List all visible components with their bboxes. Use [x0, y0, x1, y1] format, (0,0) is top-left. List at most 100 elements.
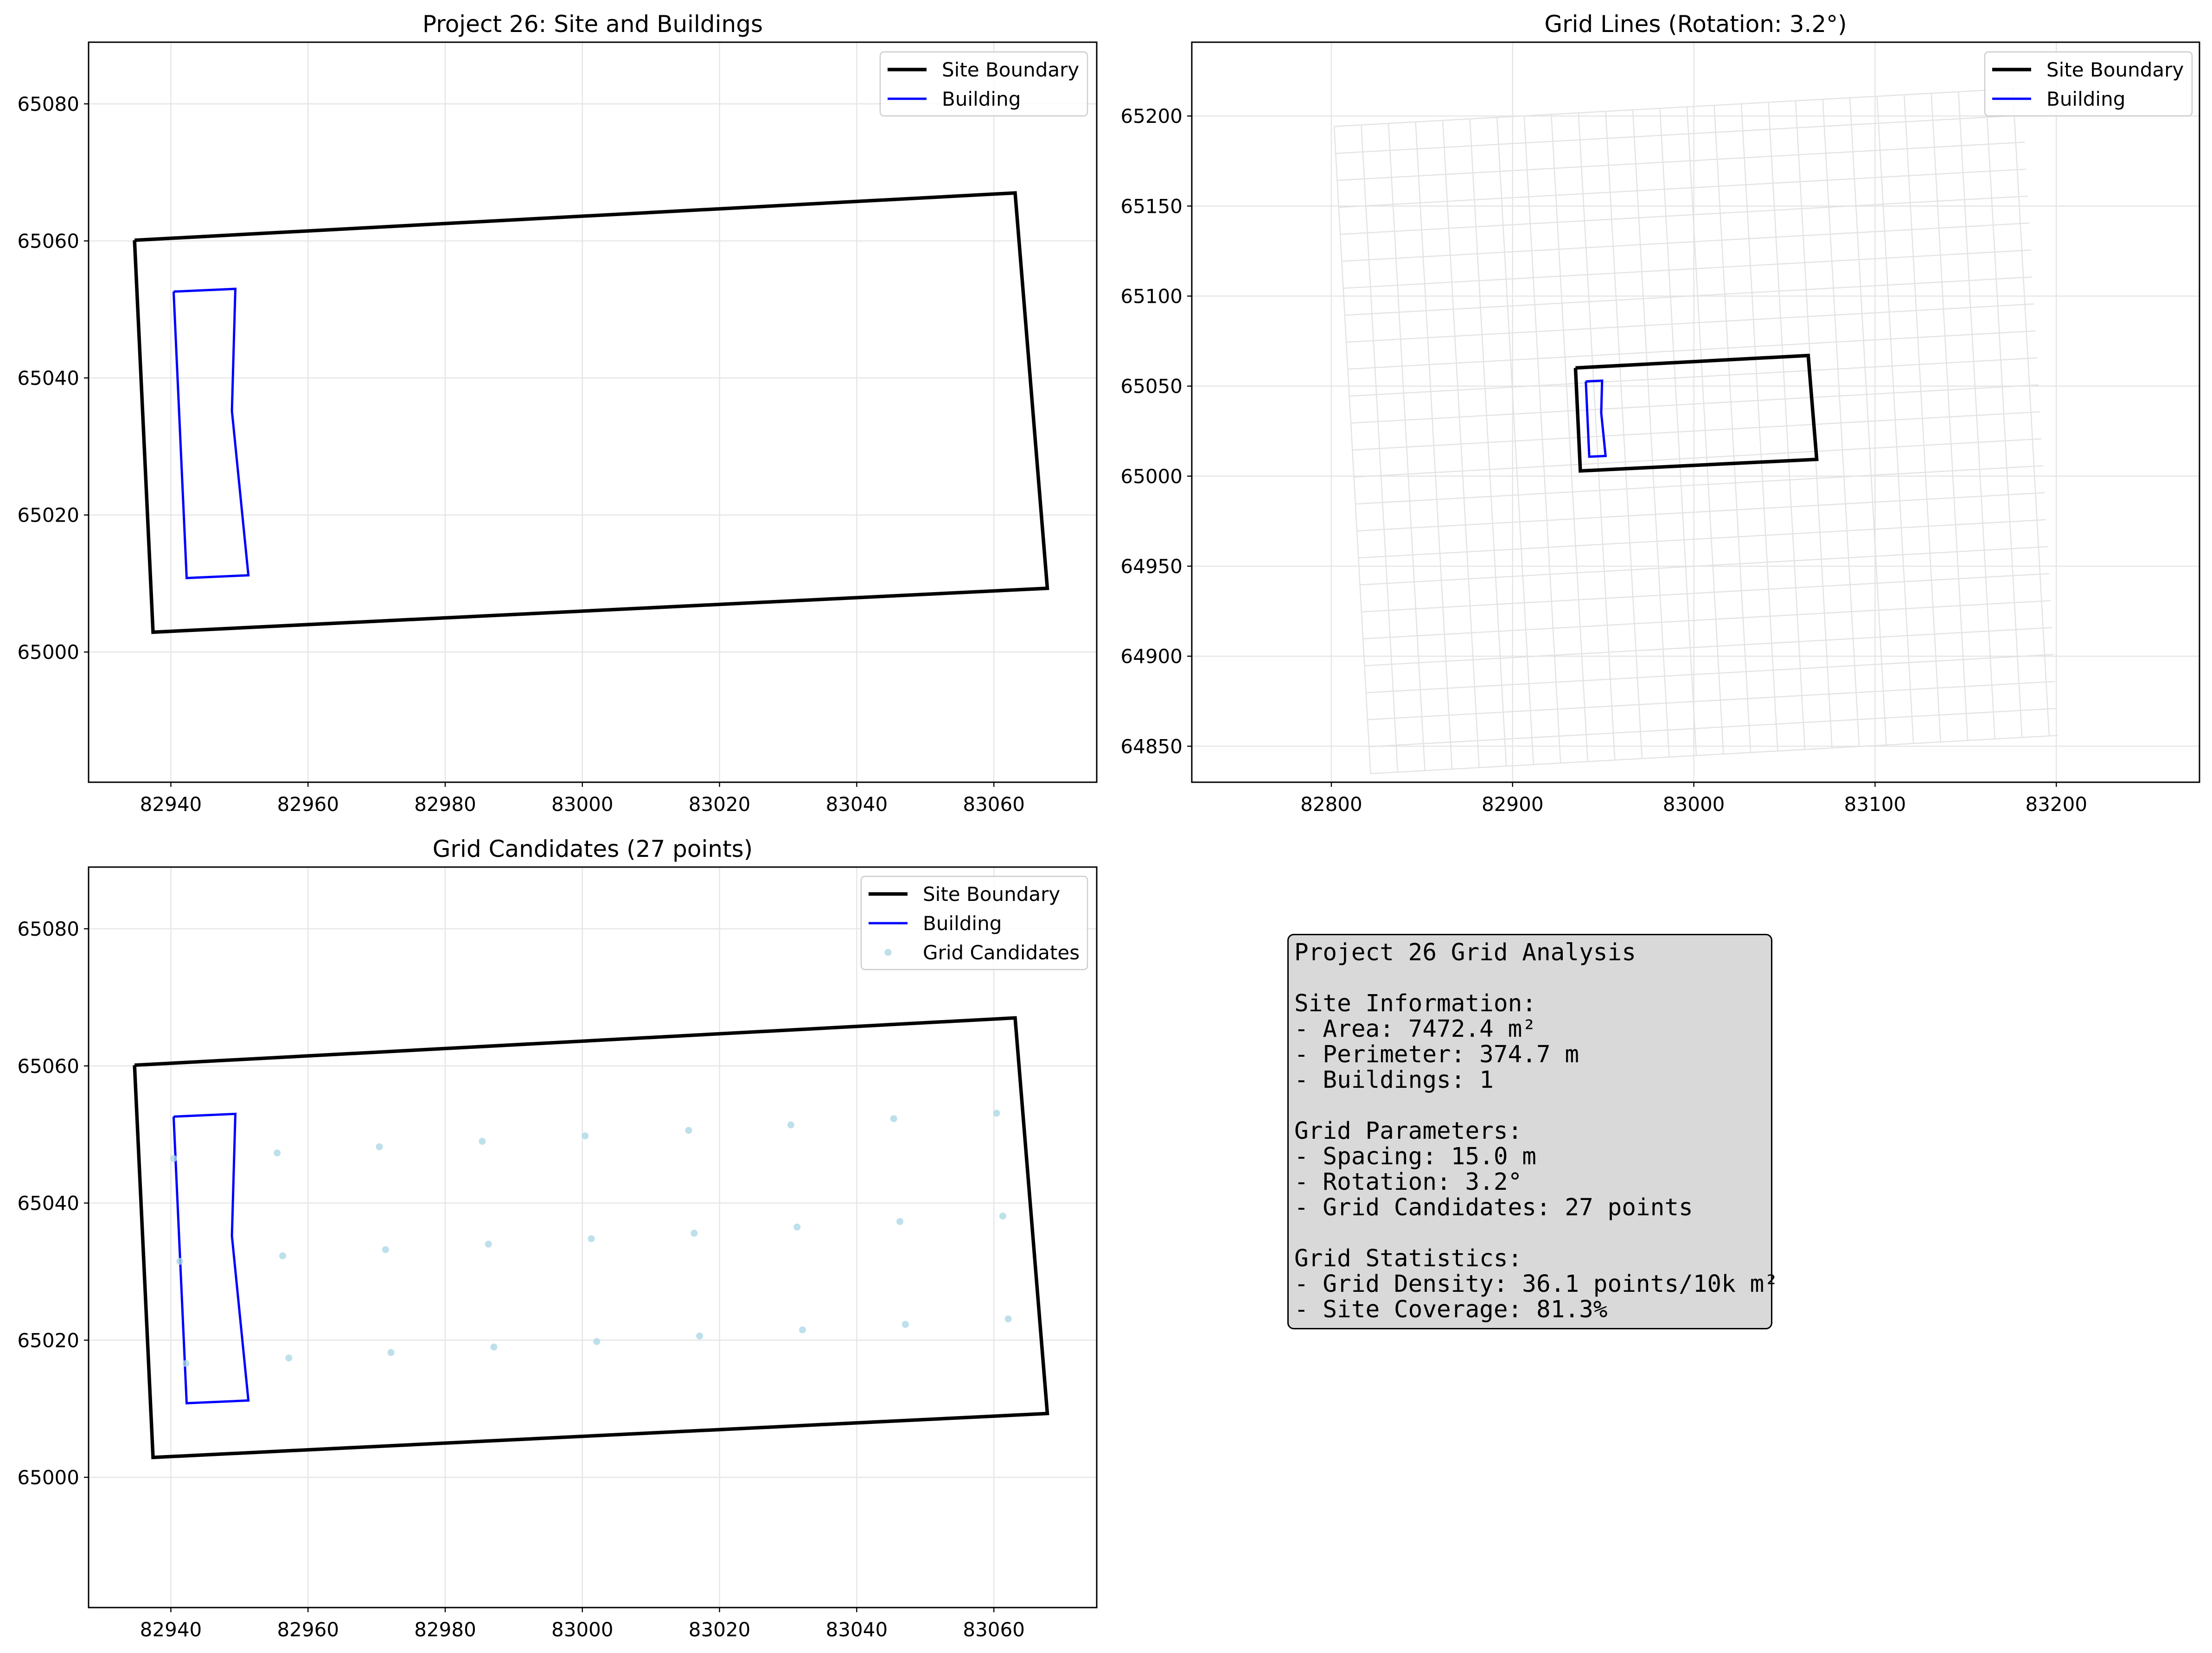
stats-line: Grid Statistics: — [1294, 1245, 1522, 1272]
building-line — [172, 1112, 250, 1404]
y-tick-label: 65060 — [17, 1055, 79, 1078]
grid-candidate-point — [793, 1223, 801, 1231]
site-boundary-line — [133, 191, 1049, 634]
grid-candidate-point — [582, 1132, 589, 1140]
grid-candidate-point — [999, 1213, 1006, 1220]
chart-panel-1: 82940 82960 82980 83000 83020 83040 83060 65000… — [17, 11, 1098, 816]
grid-line-horizontal — [1342, 222, 2030, 262]
grid-line-horizontal — [1358, 519, 2046, 559]
chart-panel-3: 82940 82960 82980 83000 83020 83040 83060 65000… — [17, 836, 1098, 1641]
grid-line-horizontal — [1363, 600, 2051, 639]
y-tick-label: 65080 — [17, 93, 79, 115]
grid-candidate-point — [176, 1257, 184, 1265]
legend-label: Site Boundary — [942, 58, 1079, 81]
grid-line-horizontal — [1361, 573, 2049, 613]
grid-candidate-point — [382, 1246, 389, 1253]
axes-frame — [88, 866, 1098, 1608]
x-tick-label: 82940 — [140, 1618, 202, 1641]
chart-title: Project 26: Site and Buildings — [422, 11, 763, 38]
y-tick-label: 64850 — [1120, 735, 1183, 758]
stats-line: - Rotation: 3.2° — [1294, 1168, 1522, 1196]
x-tick-label: 83000 — [551, 793, 614, 816]
x-tick-label: 83020 — [689, 1618, 751, 1641]
grid-candidate-point — [387, 1349, 395, 1356]
grid-line-horizontal — [1343, 249, 2031, 289]
grid-line-horizontal — [1346, 303, 2034, 343]
y-tick-label: 65040 — [17, 1192, 79, 1215]
grid-candidate-point — [490, 1343, 498, 1351]
y-tick-label: 65020 — [17, 504, 79, 527]
x-tick-label: 82980 — [414, 793, 476, 816]
legend: Site Boundary Building Grid Candidates — [860, 875, 1088, 970]
x-tick-label: 82960 — [277, 793, 339, 816]
legend-box — [879, 51, 1088, 117]
grid-line-horizontal — [1364, 627, 2052, 667]
y-tick-label: 65100 — [1120, 285, 1183, 308]
grid-line-horizontal — [1370, 734, 2059, 774]
chart-panel-2: 82800 82900 83000 83100 83200 64850 64900 64950… — [1120, 11, 2200, 816]
grid-line-horizontal — [1352, 411, 2040, 451]
grid-candidate-point — [182, 1360, 190, 1367]
grid-line-horizontal — [1357, 492, 2045, 532]
y-tick-label: 65060 — [17, 230, 79, 253]
x-tick-label: 82960 — [277, 1618, 339, 1641]
stats-line: - Perimeter: 374.7 m — [1294, 1041, 1579, 1068]
axes-frame — [88, 41, 1098, 783]
y-tick-label: 65000 — [17, 1466, 79, 1489]
grid-candidate-point — [896, 1218, 904, 1225]
grid-analysis-panel: Project 26 Grid Analysis Site Information… — [1287, 934, 1778, 1329]
x-tick-label: 83060 — [963, 1618, 1025, 1641]
y-tick-label: 65000 — [17, 641, 79, 664]
site-boundary-line — [1573, 353, 1819, 473]
x-tick-label: 83040 — [826, 793, 888, 816]
grid-line-horizontal — [1344, 276, 2033, 316]
grid-candidate-point — [170, 1155, 177, 1162]
x-tick-label: 83000 — [551, 1618, 614, 1641]
building-line — [172, 287, 250, 580]
legend-marker — [884, 949, 892, 956]
legend-label: Site Boundary — [923, 883, 1060, 906]
grid-line-horizontal — [1354, 438, 2042, 478]
grid-candidate-point — [993, 1110, 1000, 1117]
grid-candidate-point — [274, 1149, 281, 1157]
legend-label: Building — [2046, 88, 2125, 110]
grid-candidate-point — [1004, 1315, 1012, 1322]
stats-line: Project 26 Grid Analysis — [1294, 939, 1636, 966]
chart-title: Grid Candidates (27 points) — [433, 836, 753, 862]
grid-candidate-point — [799, 1326, 806, 1334]
y-tick-label: 64900 — [1120, 645, 1183, 668]
stats-line: - Site Coverage: 81.3% — [1294, 1296, 1608, 1323]
y-tick-label: 65150 — [1120, 195, 1183, 217]
grid-candidate-point — [279, 1252, 287, 1259]
grid-line-horizontal — [1369, 708, 2057, 747]
stats-line — [1294, 965, 1765, 991]
grid-line-horizontal — [1350, 384, 2039, 424]
grid-candidate-point — [690, 1230, 698, 1237]
y-tick-label: 65080 — [17, 918, 79, 940]
legend-label: Grid Candidates — [923, 941, 1080, 964]
grid-line-horizontal — [1367, 681, 2055, 721]
y-tick-label: 64950 — [1120, 555, 1183, 578]
x-tick-label: 82940 — [140, 793, 202, 816]
stats-line — [1294, 1220, 1765, 1246]
grid-line-horizontal — [1340, 195, 2028, 235]
grid-candidate-point — [376, 1143, 383, 1150]
legend: Site Boundary Building — [879, 51, 1088, 117]
x-tick-label: 83020 — [689, 793, 751, 816]
grid-line-horizontal — [1337, 141, 2025, 181]
grid-line-horizontal — [1348, 330, 2036, 370]
grid-candidate-point — [787, 1121, 794, 1129]
grid-candidates — [170, 1110, 1012, 1367]
grid-candidate-point — [285, 1354, 293, 1362]
y-tick-label: 65040 — [17, 367, 79, 389]
x-tick-label: 82980 — [414, 1618, 476, 1641]
stats-line: - Spacing: 15.0 m — [1294, 1143, 1536, 1170]
grid-line-horizontal — [1338, 168, 2027, 208]
y-tick-label: 65020 — [17, 1329, 79, 1352]
y-tick-label: 65000 — [1120, 465, 1183, 488]
x-tick-label: 83040 — [826, 1618, 888, 1641]
grid-line-horizontal — [1334, 88, 2022, 127]
grid-candidate-point — [593, 1338, 601, 1345]
stats-line: - Grid Candidates: 27 points — [1294, 1194, 1693, 1221]
stats-line — [1294, 1093, 1765, 1118]
